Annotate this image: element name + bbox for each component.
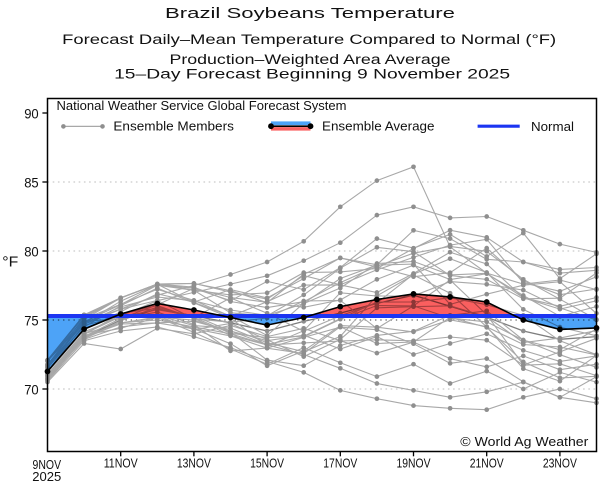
svg-text:13NOV: 13NOV [177,456,211,471]
svg-text:23NOV: 23NOV [543,456,577,471]
svg-text:21NOV: 21NOV [470,456,504,471]
svg-text:Ensemble Average: Ensemble Average [322,119,435,133]
svg-text:90: 90 [24,106,39,122]
svg-text:9NOV: 9NOV [33,457,62,472]
svg-text:11NOV: 11NOV [104,456,138,471]
svg-text:19NOV: 19NOV [397,456,431,471]
svg-text:Production–Weighted Area Avera: Production–Weighted Area Average [170,52,451,67]
svg-text:© World Ag Weather: © World Ag Weather [460,434,589,449]
svg-text:National Weather Service Globa: National Weather Service Global Forecast… [57,99,347,113]
svg-text:°F: °F [2,255,18,271]
svg-text:2025: 2025 [32,469,61,484]
svg-text:70: 70 [24,382,39,398]
svg-text:80: 80 [24,244,39,260]
svg-text:85: 85 [24,175,39,191]
svg-text:Forecast Daily–Mean Temperatur: Forecast Daily–Mean Temperature Compared… [62,32,556,47]
svg-text:75: 75 [24,313,39,329]
svg-text:17NOV: 17NOV [323,456,357,471]
svg-text:15NOV: 15NOV [250,456,284,471]
svg-text:Ensemble Members: Ensemble Members [113,119,233,133]
svg-text:Normal: Normal [531,120,574,134]
svg-text:Brazil Soybeans Temperature: Brazil Soybeans Temperature [165,5,455,22]
svg-text:15–Day Forecast Beginning 9 No: 15–Day Forecast Beginning 9 November 202… [114,66,510,81]
